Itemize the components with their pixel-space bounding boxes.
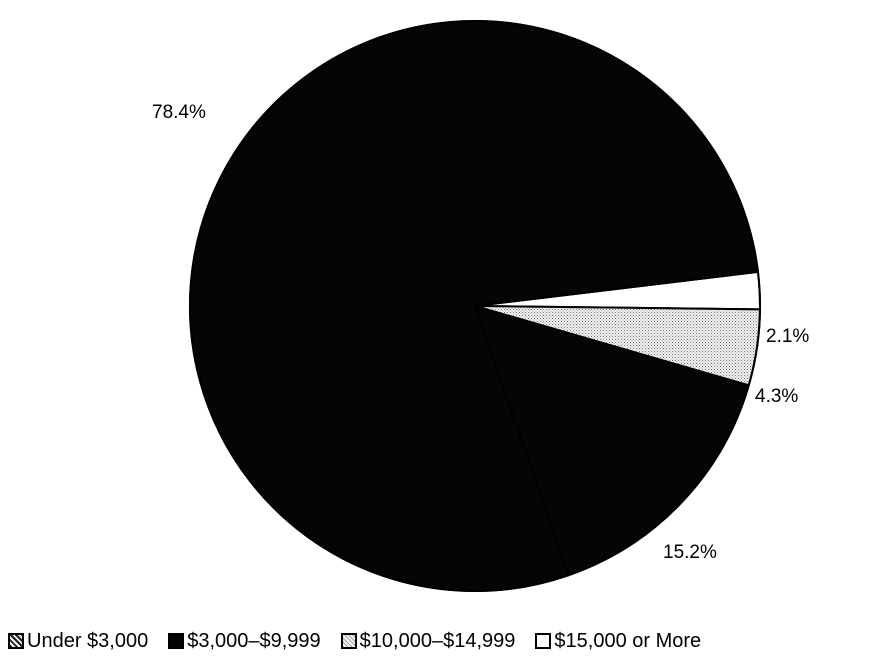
slice-label-under-3000: 15.2% — [663, 542, 717, 563]
legend-label: $15,000 or More — [554, 629, 702, 652]
legend-label: $3,000–$9,999 — [187, 629, 321, 652]
legend-swatch — [340, 633, 357, 649]
slice-label-10000-14999: 4.3% — [755, 386, 798, 407]
legend-label: Under $3,000 — [27, 629, 149, 652]
slice-label-15000-more: 2.1% — [766, 326, 809, 347]
legend-item-15000-more: $15,000 or More — [535, 630, 701, 653]
pie-slices — [189, 20, 761, 592]
pie-chart: 15.2% 78.4% 4.3% 2.1% — [152, 20, 809, 592]
legend-swatch — [535, 633, 552, 649]
slice-label-3000-9999: 78.4% — [152, 102, 206, 123]
legend-item-3000-9999: $3,000–$9,999 — [168, 629, 321, 653]
slice-labels: 15.2% 78.4% 4.3% 2.1% — [152, 102, 809, 563]
legend-item-10000-14999: $10,000–$14,999 — [340, 629, 516, 653]
legend-item-under-3000: Under $3,000 — [8, 630, 148, 653]
legend-label: $10,000–$14,999 — [359, 629, 516, 652]
legend-swatch — [168, 633, 185, 649]
legend-swatch — [8, 633, 24, 649]
legend: Under $3,000 $3,000–$9,999 $10,000–$14,9… — [8, 626, 884, 656]
pie-outline — [189, 20, 761, 592]
